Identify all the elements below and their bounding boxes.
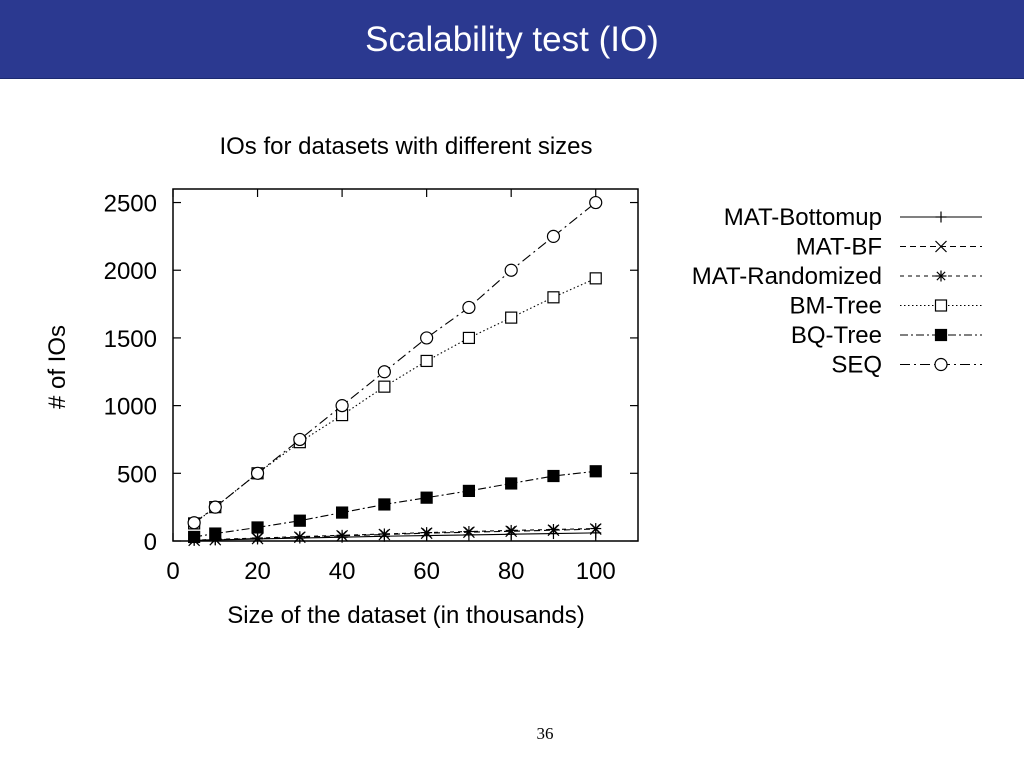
data-point-bm-tree [505, 311, 518, 324]
series-mat-bf [188, 523, 602, 547]
data-point-mat-randomized [336, 529, 348, 541]
data-point-mat-randomized [294, 531, 306, 543]
data-point-seq [462, 300, 476, 315]
data-point-mat-randomized [463, 526, 475, 538]
data-point-bq-tree [420, 491, 433, 504]
data-point-bq-tree [188, 530, 201, 544]
page-number: 36 [536, 724, 554, 743]
y-tick-label: 0 [144, 529, 157, 556]
data-point-bq-tree [209, 527, 222, 540]
series-bm-tree [188, 272, 602, 530]
slide-header-bar [0, 0, 1024, 79]
data-point-bm-tree [589, 272, 602, 285]
x-tick-label: 60 [413, 558, 440, 585]
slide-title: Scalability test (IO) [365, 20, 659, 59]
plot-frame [172, 188, 639, 542]
legend-label-bq-tree: BQ-Tree [791, 322, 882, 349]
data-point-seq [187, 516, 201, 530]
x-tick-label: 20 [244, 558, 271, 585]
legend-marker-mat-bottomup [935, 211, 947, 223]
data-point-bq-tree [505, 477, 518, 490]
y-tick-label: 1500 [104, 326, 157, 353]
data-point-seq [377, 365, 391, 379]
data-point-bq-tree [462, 484, 476, 498]
legend-label-mat-randomized: MAT-Randomized [692, 263, 882, 290]
series-seq [187, 195, 603, 530]
data-point-mat-randomized [378, 528, 390, 540]
data-point-seq [293, 432, 307, 447]
data-point-seq [335, 399, 349, 413]
data-point-mat-randomized [421, 527, 433, 539]
data-point-bq-tree [589, 465, 602, 478]
data-point-bq-tree [293, 514, 306, 527]
series-line-mat-randomized [194, 527, 596, 541]
data-point-mat-randomized [547, 523, 559, 535]
data-point-mat-randomized [252, 532, 264, 544]
x-tick-label: 40 [329, 558, 356, 585]
y-axis-label: # of IOs [44, 325, 71, 409]
data-point-bm-tree [378, 380, 391, 393]
legend-marker-bq-tree [934, 328, 948, 342]
chart-title: IOs for datasets with different sizes [219, 133, 592, 160]
data-point-bm-tree [462, 331, 476, 345]
x-tick-label: 80 [498, 558, 525, 585]
data-point-bq-tree [251, 521, 264, 534]
data-point-bq-tree [547, 469, 560, 483]
series-line-bm-tree [193, 277, 596, 524]
y-tick-label: 1000 [104, 394, 157, 421]
data-point-mat-randomized [590, 523, 602, 535]
data-point-mat-randomized [505, 524, 517, 536]
data-point-seq [208, 500, 222, 514]
data-point-bq-tree [378, 498, 391, 511]
x-tick-label: 0 [166, 558, 179, 585]
legend-marker-mat-randomized [935, 270, 947, 282]
series-bq-tree [188, 465, 602, 544]
legend-label-bm-tree: BM-Tree [790, 293, 882, 320]
legend-label-seq: SEQ [831, 352, 882, 379]
y-tick-label: 500 [117, 461, 157, 488]
legend-marker-seq [934, 357, 948, 372]
data-point-seq [589, 195, 603, 210]
data-point-bm-tree [420, 354, 433, 368]
data-point-bm-tree [547, 291, 560, 304]
legend-marker-mat-bf [935, 240, 947, 253]
legend-label-mat-bottomup: MAT-Bottomup [724, 204, 882, 231]
data-point-bq-tree [335, 506, 349, 519]
legend-marker-bm-tree [934, 299, 948, 312]
legend-label-mat-bf: MAT-BF [796, 234, 882, 261]
data-point-seq [546, 229, 561, 243]
x-tick-label: 100 [576, 558, 616, 585]
data-point-seq [250, 466, 265, 480]
data-point-seq [504, 263, 518, 277]
x-axis-label: Size of the dataset (in thousands) [227, 602, 585, 629]
y-tick-label: 2000 [104, 258, 157, 285]
y-tick-label: 2500 [104, 191, 157, 218]
data-point-seq [420, 331, 434, 345]
